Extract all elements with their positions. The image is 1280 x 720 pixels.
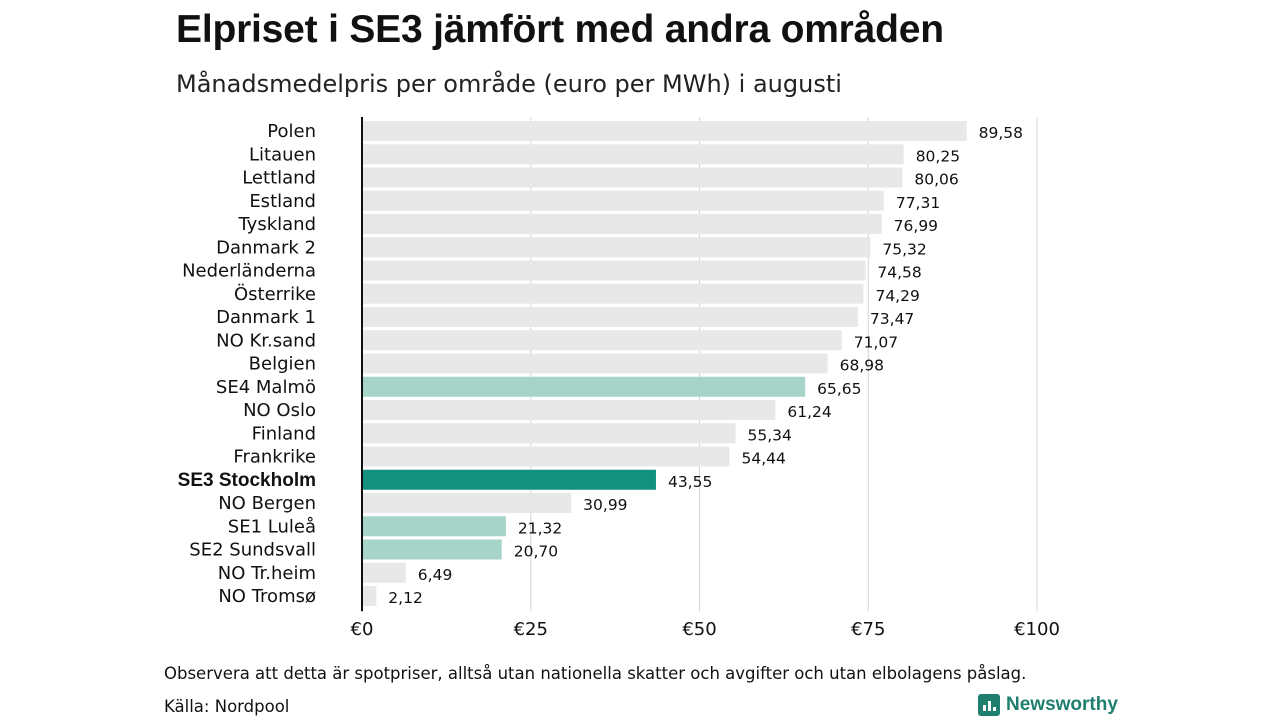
category-label: Estland [249, 191, 316, 212]
x-tick-label: €100 [1014, 619, 1060, 640]
value-label: 77,31 [896, 194, 940, 212]
value-label: 65,65 [817, 380, 861, 398]
brand: Newsworthy [978, 694, 1118, 716]
bar [362, 214, 882, 234]
value-label: 55,34 [748, 426, 792, 444]
bar [362, 144, 904, 165]
category-label: Nederländerna [182, 261, 316, 282]
value-label: 75,32 [882, 240, 926, 258]
category-label: SE4 Malmö [216, 377, 316, 398]
bar [362, 493, 572, 513]
category-label: SE1 Luleå [228, 516, 316, 537]
x-tick-label: €75 [851, 619, 885, 640]
value-label: 2,12 [388, 589, 423, 607]
bar [362, 283, 864, 304]
bar [362, 562, 406, 583]
bar [362, 330, 842, 351]
bar [362, 423, 736, 444]
value-label: 54,44 [741, 450, 785, 468]
x-tick-label: €50 [682, 619, 716, 640]
category-label: SE3 Stockholm [178, 470, 316, 491]
bar [362, 469, 656, 490]
category-label: Frankrike [233, 447, 316, 468]
bar-chart: PolenLitauenLettlandEstlandTysklandDanma… [178, 117, 1060, 640]
bars [362, 121, 967, 606]
category-label: NO Bergen [218, 493, 316, 514]
category-label: Belgien [249, 354, 316, 375]
value-label: 73,47 [870, 310, 914, 328]
category-label: NO Tromsø [218, 586, 316, 607]
category-label: Finland [252, 423, 316, 444]
category-label: Danmark 1 [216, 307, 316, 328]
value-label: 80,06 [914, 171, 958, 189]
bar [362, 167, 903, 188]
bar [362, 446, 730, 467]
value-labels: 89,58 80,25 80,06 77,31 76,99 75,32 74,58 74,29… [388, 124, 1023, 607]
value-label: 6,49 [418, 566, 453, 584]
category-label: Lettland [242, 168, 316, 189]
bar [362, 237, 871, 258]
category-label: NO Tr.heim [218, 563, 316, 584]
x-tick-label: €25 [514, 619, 548, 640]
x-tick-label: €0 [351, 619, 374, 640]
value-label: 71,07 [854, 333, 898, 351]
bar [362, 190, 884, 211]
bar [362, 586, 377, 606]
source-label: Källa: Nordpool [164, 697, 290, 716]
value-label: 20,70 [514, 543, 558, 561]
chart-subtitle: Månadsmedelpris per område (euro per MWh… [176, 70, 842, 98]
bar [362, 376, 806, 397]
x-tick-labels: €0 €25 €50 €75 €100 [351, 619, 1060, 640]
chart-title: Elpriset i SE3 jämfört med andra områden [176, 8, 944, 51]
brand-name: Newsworthy [1006, 694, 1118, 715]
bar [362, 353, 828, 374]
newsworthy-logo-icon [978, 694, 1000, 716]
value-label: 61,24 [787, 403, 831, 421]
category-label: Tyskland [237, 214, 316, 235]
category-label: SE2 Sundsvall [189, 540, 316, 561]
value-label: 30,99 [583, 496, 627, 514]
value-label: 89,58 [979, 124, 1023, 142]
value-label: 21,32 [518, 519, 562, 537]
category-label: Danmark 2 [216, 237, 316, 258]
footnote: Observera att detta är spotpriser, allts… [164, 664, 1027, 683]
bar [362, 400, 776, 420]
bar [362, 539, 502, 560]
category-label: NO Kr.sand [216, 330, 316, 351]
value-label: 76,99 [894, 217, 938, 235]
value-label: 43,55 [668, 473, 712, 491]
category-label: Österrike [234, 283, 316, 305]
value-label: 80,25 [916, 147, 960, 165]
category-label: Litauen [249, 144, 316, 165]
category-label: Polen [267, 121, 316, 142]
value-label: 68,98 [840, 357, 884, 375]
value-label: 74,58 [877, 264, 921, 282]
value-label: 74,29 [875, 287, 919, 305]
bar [362, 121, 967, 141]
bar [362, 307, 858, 327]
category-labels: PolenLitauenLettlandEstlandTysklandDanma… [178, 121, 316, 607]
bar [362, 260, 866, 281]
bar [362, 516, 506, 537]
category-label: NO Oslo [243, 400, 316, 421]
